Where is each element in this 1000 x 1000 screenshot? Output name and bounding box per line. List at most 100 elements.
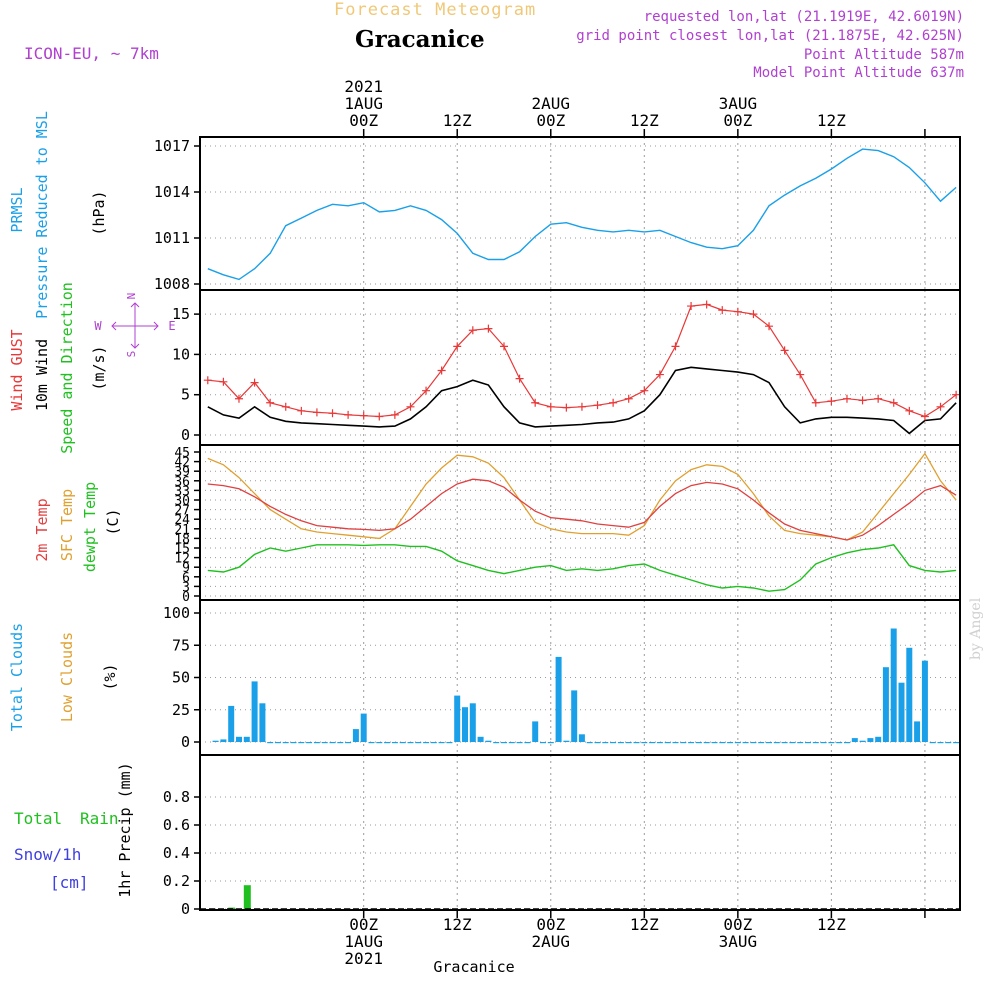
y-tick-label: 0.2 xyxy=(163,872,190,890)
gust-marker xyxy=(531,398,540,407)
time-label-top: 00Z xyxy=(349,111,378,130)
gust-marker xyxy=(250,378,259,387)
meteogram-title: Forecast Meteogram xyxy=(334,0,537,20)
y-tick-label: 9 xyxy=(182,561,190,576)
cloud-bar xyxy=(641,742,648,744)
gust-marker xyxy=(328,409,337,418)
gust-marker xyxy=(577,402,586,411)
cloud-bar xyxy=(719,742,726,744)
low-clouds-label: Low Clouds xyxy=(58,632,76,722)
compass-e: E xyxy=(168,319,175,333)
cloud-bar xyxy=(703,742,710,744)
y-tick-label: 33 xyxy=(174,484,190,499)
total-label: Total xyxy=(14,809,62,828)
snow-unit-label: [cm] xyxy=(50,873,89,892)
snow-label: Snow/1h xyxy=(14,845,81,864)
time-label-top: 00Z xyxy=(723,111,752,130)
y-tick-label: 12 xyxy=(174,552,190,567)
gust-marker xyxy=(718,306,727,315)
y-tick-label: 42 xyxy=(174,456,190,471)
y-tick-label: 3 xyxy=(182,580,190,595)
gust-marker xyxy=(203,376,212,385)
time-label-bottom: 12Z xyxy=(630,915,659,934)
dewpoint-line xyxy=(207,544,957,592)
y-tick-label: 30 xyxy=(174,494,190,509)
precip-unit-label: 1hr Precip (mm) xyxy=(116,762,134,897)
gust-marker xyxy=(765,322,774,331)
y-tick-label: 10 xyxy=(172,345,190,363)
cloud-bar xyxy=(851,738,858,742)
model-altitude: Model Point Altitude 637m xyxy=(753,65,964,81)
model-name: ICON-EU, ~ 7km xyxy=(24,44,159,63)
gust-marker xyxy=(874,394,883,403)
y-tick-label: 75 xyxy=(172,636,190,654)
cloud-bar xyxy=(555,656,562,742)
y-tick-label: 1008 xyxy=(154,275,190,293)
y-tick-label: 36 xyxy=(174,475,190,490)
cloud-bar xyxy=(672,742,679,744)
cloud-bar xyxy=(376,742,383,744)
cloud-bar xyxy=(462,707,468,742)
panel-frame xyxy=(199,754,961,911)
cloud-bar xyxy=(750,742,757,744)
time-label-bottom: 12Z xyxy=(443,915,472,934)
pressure-line xyxy=(207,148,957,281)
cloud-bar xyxy=(547,742,554,744)
time-label-top: 3AUG xyxy=(719,94,758,113)
y-tick-label: 50 xyxy=(172,669,190,687)
gust-marker xyxy=(733,307,742,316)
cloud-bar xyxy=(251,681,258,742)
cloud-bar xyxy=(914,721,921,742)
gust-marker xyxy=(640,386,649,395)
time-label-bottom: 12Z xyxy=(817,915,846,934)
cloud-bar xyxy=(875,736,882,742)
cloud-bar xyxy=(906,647,913,742)
y-tick-label: 0 xyxy=(182,590,190,605)
gust-marker xyxy=(281,402,290,411)
gust-marker xyxy=(905,406,914,415)
time-label-top: 12Z xyxy=(817,111,846,130)
gust-marker xyxy=(437,366,446,375)
cloud-bar xyxy=(321,742,328,744)
gust-marker xyxy=(702,300,711,309)
cloud-bar xyxy=(742,742,749,744)
y-tick-label: 1014 xyxy=(154,183,190,201)
compass-w: W xyxy=(94,319,102,333)
y-tick-label: 18 xyxy=(174,532,190,547)
credit-text: by Angel xyxy=(968,597,984,660)
cloud-bar xyxy=(664,742,671,744)
cloud-bar xyxy=(617,742,624,744)
time-label-top: 1AUG xyxy=(344,94,383,113)
cloud-bar xyxy=(220,739,227,742)
cloud-bar xyxy=(360,713,367,742)
cloud-bar xyxy=(212,740,219,742)
cloud-bar xyxy=(937,742,944,744)
gust-marker xyxy=(234,394,243,403)
cloud-bar xyxy=(236,736,242,742)
cloud-bar xyxy=(345,742,352,744)
cloud-bar xyxy=(727,742,734,744)
y-tick-label: 25 xyxy=(172,701,190,719)
cloud-bar xyxy=(415,742,422,744)
gust-marker xyxy=(936,402,945,411)
gust-marker xyxy=(344,410,353,419)
time-label-bottom: 00Z xyxy=(723,915,752,934)
cloud-bar xyxy=(882,667,889,742)
wind-10m-label: 10m Wind xyxy=(33,339,51,411)
cloud-bar xyxy=(953,742,960,744)
total-clouds-label: Total Clouds xyxy=(8,623,26,731)
gust-marker xyxy=(312,408,321,417)
y-tick-label: 39 xyxy=(174,465,190,480)
cloud-bar xyxy=(407,742,414,744)
time-label-top: 2021 xyxy=(344,77,383,96)
gust-marker xyxy=(453,342,462,351)
cloud-bar xyxy=(313,742,320,744)
gust-marker xyxy=(359,411,368,420)
cloud-bar xyxy=(493,742,500,744)
cloud-bar xyxy=(438,742,445,744)
cloud-bar xyxy=(921,660,928,742)
y-tick-label: 0.6 xyxy=(163,816,190,834)
cloud-bar xyxy=(516,742,523,744)
station-name: Gracanice xyxy=(355,26,485,53)
wind-speed-direction-label: Speed and Direction xyxy=(58,282,76,454)
